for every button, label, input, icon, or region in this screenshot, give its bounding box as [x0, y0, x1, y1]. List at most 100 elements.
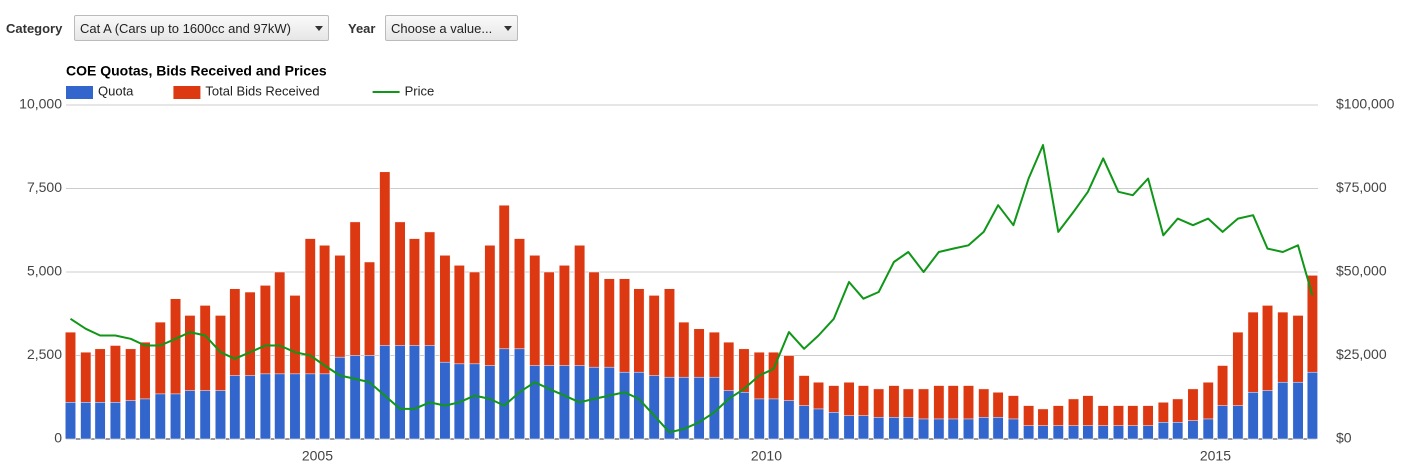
y2-tick-label: $50,000	[1336, 263, 1387, 279]
legend-label: Price	[405, 83, 435, 98]
bar	[768, 398, 780, 440]
bar	[259, 373, 271, 440]
bar	[1037, 425, 1049, 440]
y2-tick-label: $25,000	[1336, 346, 1387, 362]
bar	[633, 371, 645, 440]
bar	[947, 418, 959, 440]
category-label: Category	[6, 21, 63, 36]
legend-label: Quota	[98, 83, 134, 98]
bar	[1262, 390, 1273, 440]
bar	[1023, 425, 1035, 440]
year-label: Year	[348, 21, 376, 36]
y-tick-label: 5,000	[27, 263, 62, 279]
controls: Category Cat A (Cars up to 1600cc and 97…	[0, 0, 1427, 50]
bar	[619, 371, 631, 440]
x-tick-label: 2015	[1200, 448, 1231, 464]
bar	[80, 402, 92, 440]
bar	[603, 366, 615, 440]
bar	[1217, 405, 1229, 440]
bar	[94, 402, 106, 440]
bar	[1292, 381, 1304, 440]
x-tick-label: 2005	[302, 448, 333, 464]
y-tick-label: 2,500	[27, 346, 62, 362]
bar	[65, 402, 76, 440]
bar	[229, 375, 241, 440]
bar	[902, 417, 914, 440]
legend-swatch	[66, 86, 93, 99]
bar	[274, 373, 286, 440]
bar	[184, 390, 196, 440]
bar	[364, 355, 375, 440]
bar	[1082, 425, 1094, 440]
bar	[588, 366, 600, 440]
bar	[693, 376, 705, 440]
bar	[738, 391, 750, 440]
bar	[139, 398, 151, 440]
y-tick-label: 0	[54, 430, 62, 446]
bar	[1157, 422, 1169, 440]
bar	[843, 415, 855, 440]
y2-tick-label: $0	[1336, 430, 1352, 446]
bar	[529, 365, 541, 440]
bar	[1097, 425, 1109, 440]
bar	[1172, 422, 1184, 440]
bar	[828, 412, 840, 440]
price-line	[69, 144, 1314, 434]
category-dropdown[interactable]: Cat A (Cars up to 1600cc and 97kW)	[74, 15, 329, 41]
bar	[334, 356, 346, 440]
bar	[289, 373, 301, 440]
bar	[170, 393, 182, 440]
bar	[125, 400, 137, 440]
bar	[1277, 381, 1289, 440]
bar	[678, 376, 690, 440]
bar	[319, 373, 331, 440]
chart-title: COE Quotas, Bids Received and Prices	[66, 63, 327, 79]
x-tick-label: 2010	[751, 448, 782, 464]
bar	[498, 348, 510, 440]
bar	[783, 400, 795, 440]
bar	[963, 418, 974, 440]
bar	[424, 345, 436, 440]
bar	[753, 398, 765, 440]
bar	[888, 417, 900, 440]
bar	[1247, 391, 1259, 440]
bar	[199, 390, 211, 440]
bar	[439, 361, 451, 440]
bar	[543, 365, 555, 440]
bar	[1052, 425, 1064, 440]
bar	[304, 373, 316, 440]
bar	[1232, 405, 1244, 440]
bar	[648, 375, 660, 440]
bar	[469, 363, 481, 440]
bar	[1142, 425, 1154, 440]
bar	[813, 408, 824, 440]
bar	[394, 345, 406, 440]
bar	[349, 355, 361, 440]
bar	[408, 345, 420, 440]
bar	[992, 417, 1004, 440]
bar	[514, 348, 525, 440]
year-dropdown[interactable]: Choose a value...	[385, 15, 518, 41]
bar	[873, 417, 885, 440]
bar	[918, 418, 930, 440]
bar	[214, 390, 226, 440]
bar	[109, 402, 121, 440]
y-tick-label: 10,000	[19, 96, 62, 112]
bar	[663, 376, 675, 440]
bar	[154, 393, 166, 440]
legend-swatch	[173, 86, 201, 99]
bar	[1112, 425, 1124, 440]
bar	[1202, 418, 1214, 440]
bar	[484, 365, 496, 440]
bar	[558, 365, 570, 440]
y2-tick-label: $75,000	[1336, 179, 1387, 195]
bar	[1127, 425, 1139, 440]
legend-label: Total Bids Received	[205, 83, 319, 98]
bar	[798, 405, 810, 440]
y2-tick-label: $100,000	[1336, 96, 1395, 112]
bar	[933, 418, 945, 440]
bar	[857, 415, 869, 440]
bar	[978, 417, 990, 440]
